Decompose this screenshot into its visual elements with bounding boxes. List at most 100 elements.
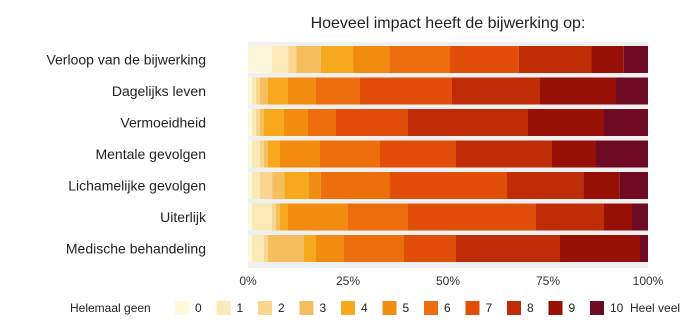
- bar-segment: [316, 235, 344, 262]
- row-labels: Verloop van de bijwerking Dagelijks leven…: [46, 52, 207, 257]
- bar-segment: [264, 140, 268, 168]
- bar-segment: [456, 235, 560, 262]
- bar-segment: [272, 203, 276, 231]
- bar-segment: [450, 46, 519, 73]
- row-label: Vermoeidheid: [120, 115, 206, 131]
- row-label: Uiterlijk: [160, 209, 207, 225]
- legend-label: 6: [444, 301, 451, 315]
- row-label: Mentale gevolgen: [95, 146, 206, 162]
- bar-segment: [540, 77, 616, 105]
- row-label: Dagelijks leven: [112, 83, 206, 99]
- bar-segment: [360, 77, 452, 105]
- legend-swatch: [341, 301, 355, 315]
- legend-label: 7: [486, 301, 493, 315]
- bar-segment: [308, 109, 336, 136]
- legend-low-label: Helemaal geen: [70, 301, 151, 315]
- bar-segment: [264, 109, 284, 136]
- bar-segment: [560, 235, 640, 262]
- legend-label: 8: [527, 301, 534, 315]
- bar-segment: [604, 203, 632, 231]
- bar-segment: [404, 235, 456, 262]
- bar-segment: [252, 203, 272, 231]
- bar-segment: [591, 46, 624, 73]
- bar-segment: [252, 235, 264, 262]
- bar-segment: [248, 109, 252, 136]
- bar-segment: [296, 46, 321, 73]
- legend-label: 2: [278, 301, 285, 315]
- bar-segment: [308, 172, 321, 199]
- bar-segment: [276, 203, 280, 231]
- bar-segment: [272, 172, 285, 199]
- x-tick-label: 25%: [336, 274, 360, 288]
- bar-segment: [389, 172, 507, 199]
- bar-segment: [583, 172, 620, 199]
- bar-segment: [518, 46, 592, 73]
- bar-segment: [456, 140, 552, 168]
- legend-swatch: [216, 301, 231, 315]
- row-label: Medische behandeling: [66, 241, 206, 257]
- row-label: Verloop van de bijwerking: [46, 52, 206, 68]
- legend-swatch: [258, 301, 272, 315]
- bar-segment: [536, 203, 604, 231]
- bar-segment: [264, 235, 268, 262]
- bar-segment: [260, 140, 264, 168]
- bar-segment: [248, 77, 252, 105]
- bar-segment: [256, 77, 260, 105]
- bar-segment: [280, 140, 320, 168]
- legend-swatch: [382, 301, 397, 315]
- bar-segment: [260, 109, 264, 136]
- legend-label: 9: [569, 301, 576, 315]
- legend-label: 0: [195, 301, 202, 315]
- bar-segment: [596, 140, 648, 168]
- bar-segment: [408, 203, 536, 231]
- bar-segment: [268, 77, 288, 105]
- bar-segment: [252, 140, 260, 168]
- bar-segment: [632, 203, 648, 231]
- bar-segment: [623, 46, 648, 73]
- bar-segment: [616, 77, 648, 105]
- bar-segment: [252, 172, 261, 199]
- legend-items: 0 1 2 3 4 5 6 7 8 9 10: [175, 301, 624, 315]
- bar-segment: [260, 77, 268, 105]
- bar-segment: [248, 235, 252, 262]
- x-axis-ticks: 0% 25% 50% 75% 100%: [239, 274, 663, 288]
- x-tick-label: 0%: [239, 274, 257, 288]
- bar-segment: [528, 109, 604, 136]
- x-tick-label: 100%: [633, 274, 664, 288]
- bar-segment: [260, 172, 273, 199]
- bar-segment: [288, 77, 316, 105]
- bar-segment: [604, 109, 648, 136]
- bar-segment: [248, 140, 252, 168]
- bar-segment: [284, 172, 309, 199]
- legend-swatch: [507, 301, 521, 315]
- bar-segment: [316, 77, 360, 105]
- x-tick-label: 75%: [536, 274, 560, 288]
- bar-segment: [320, 46, 354, 73]
- legend-high-label: Heel veel: [630, 301, 680, 315]
- bar-segment: [452, 77, 540, 105]
- bar-segment: [336, 109, 408, 136]
- legend-swatch: [465, 301, 480, 315]
- x-tick-label: 50%: [436, 274, 460, 288]
- bar-segment: [344, 235, 404, 262]
- bar-segment: [304, 235, 316, 262]
- legend-label: 10: [610, 301, 624, 315]
- bar-segment: [248, 46, 273, 73]
- bar-segment: [248, 172, 253, 199]
- bar-segment: [288, 46, 297, 73]
- legend-label: 5: [403, 301, 410, 315]
- bar-segment: [252, 109, 256, 136]
- legend-swatch: [424, 301, 438, 315]
- legend-label: 4: [361, 301, 368, 315]
- legend-swatch: [175, 301, 189, 315]
- bar-segment: [248, 203, 252, 231]
- bar-segment: [272, 46, 289, 73]
- bar-segment: [280, 203, 288, 231]
- bar-segment: [320, 172, 390, 199]
- legend-swatch: [590, 301, 604, 315]
- legend: Helemaal geen 0 1 2 3 4 5 6 7 8 9 10 Heel veel: [70, 301, 680, 315]
- legend-label: 1: [237, 301, 244, 315]
- bar-segment: [408, 109, 528, 136]
- bar-segment: [268, 235, 304, 262]
